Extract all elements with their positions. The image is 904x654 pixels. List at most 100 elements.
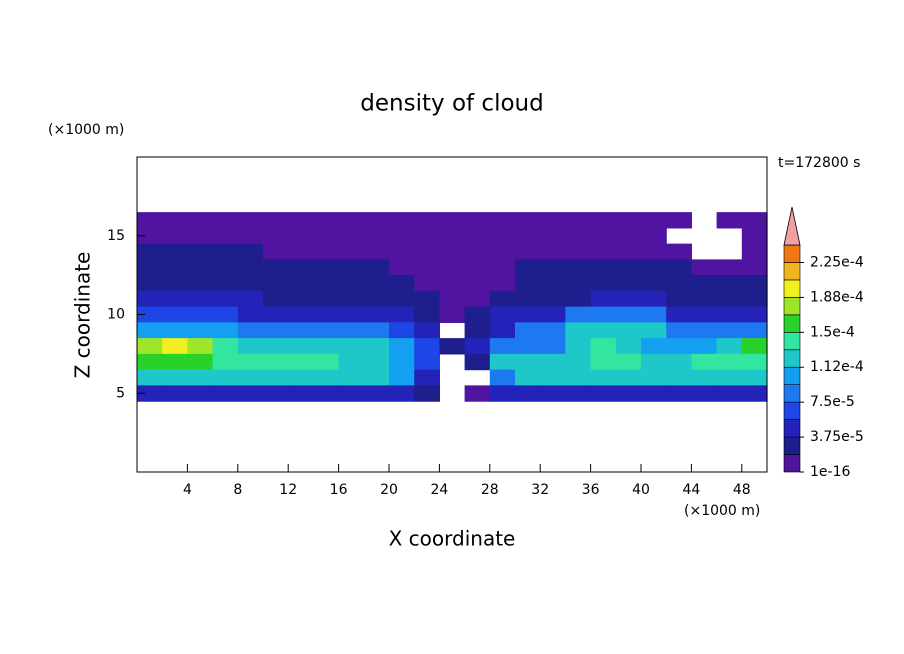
contour-cell xyxy=(187,322,214,339)
contour-cell xyxy=(590,306,617,323)
contour-cell xyxy=(666,369,692,386)
contour-cell xyxy=(641,306,667,323)
contour-cell xyxy=(666,243,692,260)
y-tick-label: 5 xyxy=(116,385,125,401)
contour-cell xyxy=(237,259,264,276)
contour-cell xyxy=(515,385,541,402)
contour-cell xyxy=(263,322,289,339)
contour-cell xyxy=(540,212,566,229)
contour-cell xyxy=(741,259,768,276)
contour-cell xyxy=(389,322,415,339)
contour-cell xyxy=(565,275,592,292)
contour-cell xyxy=(338,212,365,229)
contour-cell xyxy=(641,322,667,339)
contour-cell xyxy=(540,259,566,276)
contour-cell xyxy=(237,322,264,339)
contour-cell xyxy=(489,259,516,276)
contour-cell xyxy=(691,353,718,371)
contour-cell xyxy=(489,290,516,308)
contour-cell xyxy=(414,322,440,339)
contour-cell xyxy=(641,353,667,371)
x-tick-label: 16 xyxy=(330,482,348,498)
contour-cell xyxy=(691,338,718,355)
contour-cell xyxy=(565,353,592,371)
contour-cell xyxy=(641,259,667,276)
contour-cell xyxy=(565,227,592,245)
contour-cell xyxy=(615,243,642,260)
contour-cell xyxy=(187,369,214,386)
x-axis-label: X coordinate xyxy=(389,527,516,551)
contour-cell xyxy=(540,243,566,260)
contour-cell xyxy=(741,306,768,323)
colorbar-band xyxy=(783,401,801,420)
contour-cell xyxy=(389,338,415,355)
contour-cell xyxy=(414,227,440,245)
contour-cell xyxy=(590,369,617,386)
contour-cell xyxy=(137,338,163,355)
chart-title: density of cloud xyxy=(360,91,543,117)
contour-cell xyxy=(187,259,214,276)
contour-cell xyxy=(212,243,239,260)
time-label: t=172800 s xyxy=(778,155,860,171)
contour-cell xyxy=(540,306,566,323)
contour-cell xyxy=(389,212,415,229)
contour-cell xyxy=(615,369,642,386)
x-tick-label: 8 xyxy=(233,482,242,498)
contour-cell xyxy=(389,259,415,276)
contour-cell xyxy=(666,306,692,323)
y-axis-label: Z coordinate xyxy=(71,252,95,379)
contour-cell xyxy=(313,243,340,260)
contour-cell xyxy=(414,275,440,292)
contour-cell xyxy=(515,322,541,339)
contour-cell xyxy=(187,338,214,355)
contour-cell xyxy=(741,322,768,339)
contour-cell xyxy=(691,322,718,339)
contour-cell xyxy=(338,243,365,260)
contour-cell xyxy=(464,385,491,402)
contour-cell xyxy=(288,369,314,386)
contour-cell xyxy=(263,212,289,229)
contour-cell xyxy=(489,369,516,386)
contour-cell xyxy=(666,290,692,308)
contour-cell xyxy=(641,212,667,229)
x-tick-label: 40 xyxy=(632,482,650,498)
contour-cell xyxy=(288,275,314,292)
contour-cell xyxy=(414,259,440,276)
contour-cell xyxy=(313,212,340,229)
contour-cell xyxy=(389,369,415,386)
colorbar-tick-label: 1.5e-4 xyxy=(810,324,855,340)
contour-cell xyxy=(666,385,692,402)
contour-cell xyxy=(162,338,188,355)
contour-cell xyxy=(389,306,415,323)
contour-cell xyxy=(389,275,415,292)
contour-cell xyxy=(615,338,642,355)
contour-cell xyxy=(741,275,768,292)
contour-cell xyxy=(716,353,743,371)
contour-cell xyxy=(363,322,390,339)
contour-cell xyxy=(464,322,491,339)
contour-cell xyxy=(288,212,314,229)
contour-cell xyxy=(540,353,566,371)
contour-cell xyxy=(691,275,718,292)
contour-cell xyxy=(212,322,239,339)
contour-cell xyxy=(263,385,289,402)
contour-cell xyxy=(439,290,466,308)
contour-cell xyxy=(162,385,188,402)
contour-cell xyxy=(489,338,516,355)
contour-cell xyxy=(716,212,743,229)
y-tick-label: 15 xyxy=(107,228,125,244)
contour-cell xyxy=(716,306,743,323)
contour-cell xyxy=(464,306,491,323)
contour-cell xyxy=(288,353,314,371)
contour-cell xyxy=(212,385,239,402)
contour-cell xyxy=(615,259,642,276)
colorbar-tick-label: 7.5e-5 xyxy=(810,394,855,410)
contour-cell xyxy=(338,290,365,308)
contour-cell xyxy=(212,353,239,371)
contour-cell xyxy=(389,353,415,371)
contour-cell xyxy=(464,243,491,260)
contour-cell xyxy=(515,338,541,355)
contour-cell xyxy=(162,306,188,323)
contour-cell xyxy=(263,369,289,386)
contour-cell xyxy=(464,227,491,245)
